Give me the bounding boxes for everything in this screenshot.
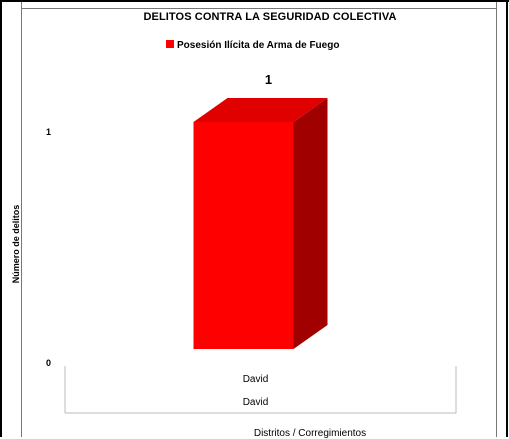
bar-side-face [293, 98, 328, 349]
bar-top-face [193, 98, 328, 122]
frame-border-right [506, 0, 508, 437]
bar [193, 122, 294, 349]
inner-border-top [21, 8, 497, 9]
chart-title: DELITOS CONTRA LA SEGURIDAD COLECTIVA [143, 11, 397, 23]
y-tick-label: 1 [46, 127, 51, 137]
legend-label: Posesión Ilícita de Arma de Fuego [177, 40, 340, 51]
legend-swatch [166, 40, 174, 49]
frame-border-left [0, 0, 2, 437]
x-tick-label: David [243, 374, 269, 385]
bar-data-label: 1 [265, 72, 272, 87]
inner-border-left [21, 2, 22, 437]
legend: Posesión Ilícita de Arma de Fuego [166, 40, 406, 51]
inner-border-right [496, 2, 497, 437]
x-axis-label: Distritos / Corregimientos [253, 428, 367, 439]
frame-border-top [0, 0, 509, 2]
x-tick-sublabel: David [243, 397, 269, 408]
y-tick-label: 0 [46, 358, 51, 368]
